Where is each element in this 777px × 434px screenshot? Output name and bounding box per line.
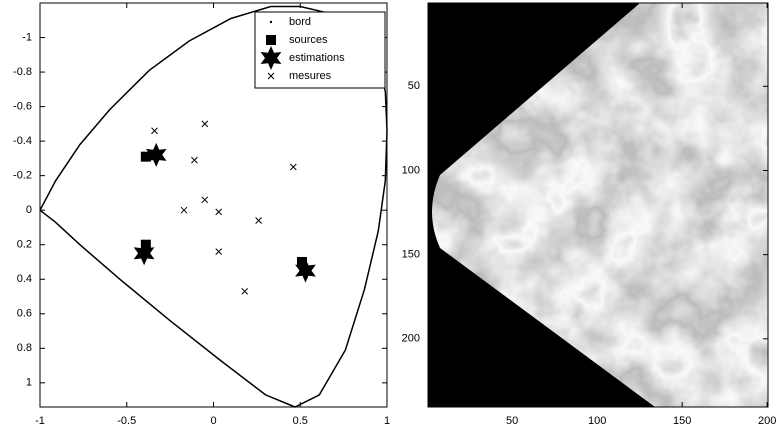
y-tick-label: 200 — [402, 333, 420, 345]
mesures-point — [151, 127, 158, 135]
y-tick-label: 1 — [26, 377, 32, 389]
mesures-point — [241, 287, 249, 295]
legend-marker — [260, 46, 282, 70]
legend-marker — [269, 20, 273, 24]
mesures-point — [201, 120, 209, 128]
y-tick-label: 0.6 — [17, 308, 32, 320]
y-tick-label: 0.4 — [17, 273, 32, 285]
x-tick-label: 100 — [588, 415, 606, 427]
sources-point — [296, 256, 307, 267]
legend-label: sources — [289, 34, 328, 46]
legend-label: estimations — [289, 52, 345, 64]
estimations-point — [145, 142, 167, 167]
y-tick-label: 50 — [408, 80, 420, 92]
x-tick-label: 1 — [384, 415, 390, 427]
legend-marker — [267, 72, 275, 80]
y-tick-label: -0.4 — [13, 135, 32, 147]
plot-frame — [39, 2, 388, 408]
mesures-point — [201, 196, 209, 204]
mesures-point — [191, 156, 198, 164]
mesures-point — [255, 217, 262, 224]
legend-label: mesures — [289, 70, 332, 82]
y-tick-label: -1 — [22, 31, 32, 43]
estimations-point — [295, 258, 316, 283]
mesures-point — [215, 248, 223, 255]
mesures-point — [215, 208, 223, 216]
sources-point — [140, 151, 151, 162]
mesures-point — [180, 206, 188, 214]
x-tick-label: -0.5 — [117, 415, 136, 427]
mesures-point — [289, 163, 297, 171]
legend-marker — [266, 35, 276, 45]
y-tick-label: 0 — [26, 204, 32, 216]
y-tick-label: -0.2 — [13, 170, 32, 182]
legend-box — [254, 11, 386, 89]
x-tick-label: 50 — [506, 415, 518, 427]
y-tick-label: 0.2 — [17, 239, 32, 251]
estimations-point — [133, 241, 155, 266]
y-tick-label: 100 — [402, 164, 420, 176]
x-tick-label: 0 — [210, 415, 216, 427]
y-tick-label: -0.6 — [13, 100, 32, 112]
x-tick-label: 150 — [673, 415, 691, 427]
x-tick-label: 200 — [758, 415, 776, 427]
x-tick-label: -1 — [35, 415, 45, 427]
y-tick-label: -0.8 — [13, 66, 32, 78]
legend-label: bord — [289, 16, 311, 28]
plot-frame — [427, 2, 769, 408]
y-tick-label: 150 — [402, 249, 420, 261]
y-tick-label: 0.8 — [17, 342, 32, 354]
sources-point — [140, 239, 151, 250]
x-tick-label: 0.5 — [293, 415, 308, 427]
